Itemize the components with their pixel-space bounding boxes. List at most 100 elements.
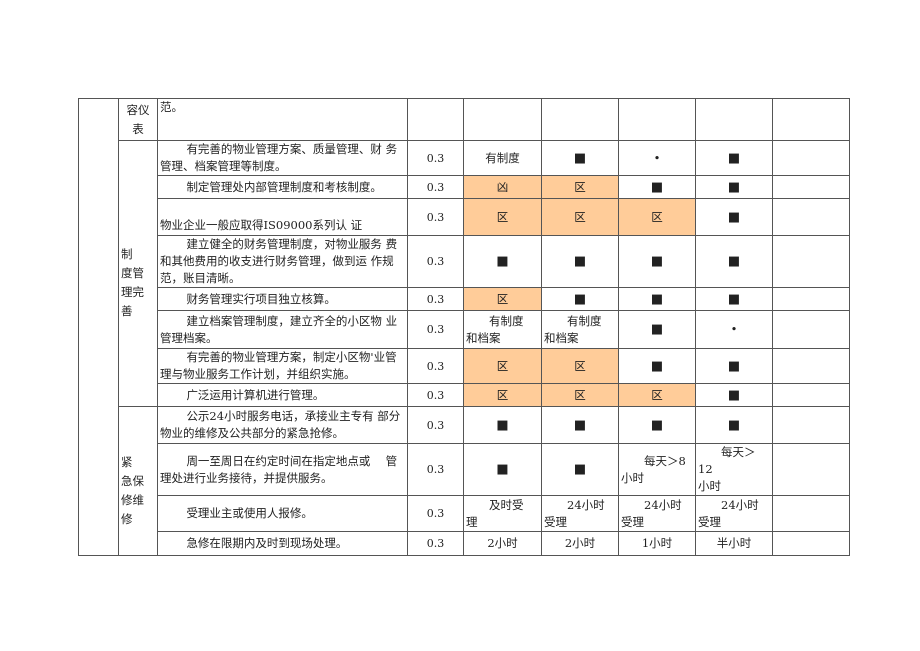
blank-column-cell (78, 98, 119, 556)
filled-square-mark: ■ (695, 348, 773, 384)
value-cell (772, 287, 850, 311)
filled-square-mark: ■ (695, 383, 773, 407)
value-cell: 每天＞8 小时 (618, 443, 696, 496)
score-cell: 0.3 (407, 348, 464, 384)
table-row: 建立健全的财务管理制度，对物业服务 费和其他费用的收支进行财务管理，做到运 作规… (79, 235, 850, 288)
highlighted-mark-cell: 凶 (463, 175, 542, 199)
filled-square-mark: ■ (463, 443, 542, 496)
highlighted-mark-cell: 区 (541, 348, 619, 384)
filled-square-mark: ■ (618, 310, 696, 349)
table-row: 有完善的物业管理方案，制定小区物'业管理与物业服务工作计划，并组织实施。 0.3 区… (79, 348, 850, 384)
criterion-description: 建立健全的财务管理制度，对物业服务 费和其他费用的收支进行财务管理，做到运 作规… (157, 235, 408, 288)
highlighted-mark-cell: 区 (618, 383, 696, 407)
highlighted-mark-cell: 区 (463, 383, 542, 407)
highlighted-mark-cell: 区 (463, 348, 542, 384)
table-row: 周一至周日在约定时间在指定地点或 管理处进行业务接待，并提供服务。 0.3 ■ ■ 每天… (79, 443, 850, 496)
value-cell: 及时受 理 (463, 495, 542, 532)
filled-square-mark: ■ (618, 175, 696, 199)
filled-square-mark: ■ (695, 235, 773, 288)
filled-square-mark: ■ (541, 287, 619, 311)
value-cell: 半小时 (695, 531, 773, 556)
criterion-description: 公示24小时服务电话，承接业主专有 部分物业的维修及公共部分的紧急抢修。 (157, 406, 408, 444)
value-cell (772, 495, 850, 532)
value-cell (772, 140, 850, 176)
value-cell: 2小时 (541, 531, 619, 556)
table-row: 制 度管 理完 善有完善的物业管理方案、质量管理、财 务管理、档案管理等制度。 0… (79, 140, 850, 407)
value-cell (541, 98, 619, 141)
score-cell: 0.3 (407, 235, 464, 288)
score-cell: 0.3 (407, 531, 464, 556)
score-cell: 0.3 (407, 383, 464, 407)
value-cell (772, 531, 850, 556)
score-cell: 0.3 (407, 406, 464, 444)
score-cell: 0.3 (407, 287, 464, 311)
highlighted-mark-cell: 区 (541, 383, 619, 407)
value-cell (772, 98, 850, 141)
category-cell: 容仪 表 (118, 98, 158, 141)
value-cell (618, 98, 696, 141)
criterion-description: 急修在限期内及时到现场处理。 (157, 531, 408, 556)
table-row: 急修在限期内及时到现场处理。 0.3 2小时 2小时 1小时 半小时 (79, 531, 850, 556)
table-row: 容仪 表范。 (78, 98, 850, 556)
criterion-description: 范。 (157, 98, 408, 141)
filled-square-mark: ■ (695, 198, 773, 236)
score-cell: 0.3 (407, 443, 464, 496)
value-cell: 2小时 (463, 531, 542, 556)
score-cell: 0.3 (407, 140, 464, 176)
criterion-description: 有完善的物业管理方案、质量管理、财 务管理、档案管理等制度。 (157, 140, 408, 176)
criterion-description: 制定管理处内部管理制度和考核制度。 (157, 175, 408, 199)
value-cell (772, 348, 850, 384)
value-cell: • (695, 310, 773, 349)
score-cell: 0.3 (407, 175, 464, 199)
table-row: 建立档案管理制度，建立齐全的小区物 业管理档案。 0.3 有制度 和档案 有制度 和档… (79, 310, 850, 349)
table-row: 受理业主或使用人报修。 0.3 及时受 理 24小时 受理 24小时 受理 24小时 受理 (79, 495, 850, 532)
filled-square-mark: ■ (463, 235, 542, 288)
value-cell: • (618, 140, 696, 176)
value-cell (463, 98, 542, 141)
value-cell (772, 310, 850, 349)
value-cell: 有制度 (463, 140, 542, 176)
value-cell (772, 406, 850, 444)
value-cell: 有制度 和档案 (541, 310, 619, 349)
value-cell: 有制度 和档案 (463, 310, 542, 349)
value-cell (772, 383, 850, 407)
filled-square-mark: ■ (695, 175, 773, 199)
criterion-description: 广泛运用计算机进行管理。 (157, 383, 408, 407)
highlighted-mark-cell: 区 (618, 198, 696, 236)
filled-square-mark: ■ (541, 140, 619, 176)
filled-square-mark: ■ (695, 406, 773, 444)
value-cell: 24小时 受理 (618, 495, 696, 532)
score-cell: 0.3 (407, 198, 464, 236)
value-cell (772, 198, 850, 236)
filled-square-mark: ■ (618, 406, 696, 444)
criterion-description: 财务管理实行项目独立核算。 (157, 287, 408, 311)
criterion-description: 受理业主或使用人报修。 (157, 495, 408, 532)
value-cell (772, 443, 850, 496)
criterion-description: 物业企业一般应取得IS09000系列认 证 (157, 198, 408, 236)
highlighted-mark-cell: 区 (541, 198, 619, 236)
category-cell: 制 度管 理完 善 (118, 140, 158, 407)
highlighted-mark-cell: 区 (463, 198, 542, 236)
value-cell (772, 175, 850, 199)
highlighted-mark-cell: 区 (541, 175, 619, 199)
evaluation-table: 容仪 表范。 制 度管 理完 善有完善的物业管理方案、质量管理、财 务管理、档案… (78, 98, 850, 556)
value-cell: 每天＞12 小时 (695, 443, 773, 496)
score-cell (407, 98, 464, 141)
table-row: 财务管理实行项目独立核算。 0.3 区 ■ ■ ■ (79, 287, 850, 311)
filled-square-mark: ■ (618, 287, 696, 311)
category-cell: 紧 急保 修维 修 (118, 406, 158, 556)
table-row: 紧 急保 修维 修公示24小时服务电话，承接业主专有 部分物业的维修及公共部分的… (79, 406, 850, 556)
filled-square-mark: ■ (541, 235, 619, 288)
highlighted-mark-cell: 区 (463, 287, 542, 311)
value-cell: 1小时 (618, 531, 696, 556)
table-row: 制定管理处内部管理制度和考核制度。 0.3 凶区 ■ ■ (79, 175, 850, 199)
filled-square-mark: ■ (695, 287, 773, 311)
value-cell: 24小时 受理 (541, 495, 619, 532)
criterion-description: 有完善的物业管理方案，制定小区物'业管理与物业服务工作计划，并组织实施。 (157, 348, 408, 384)
value-cell: 24小时 受理 (695, 495, 773, 532)
filled-square-mark: ■ (463, 406, 542, 444)
filled-square-mark: ■ (618, 348, 696, 384)
criterion-description: 建立档案管理制度，建立齐全的小区物 业管理档案。 (157, 310, 408, 349)
score-cell: 0.3 (407, 495, 464, 532)
table-row: 广泛运用计算机进行管理。 0.3 区区区 ■ (79, 383, 850, 407)
